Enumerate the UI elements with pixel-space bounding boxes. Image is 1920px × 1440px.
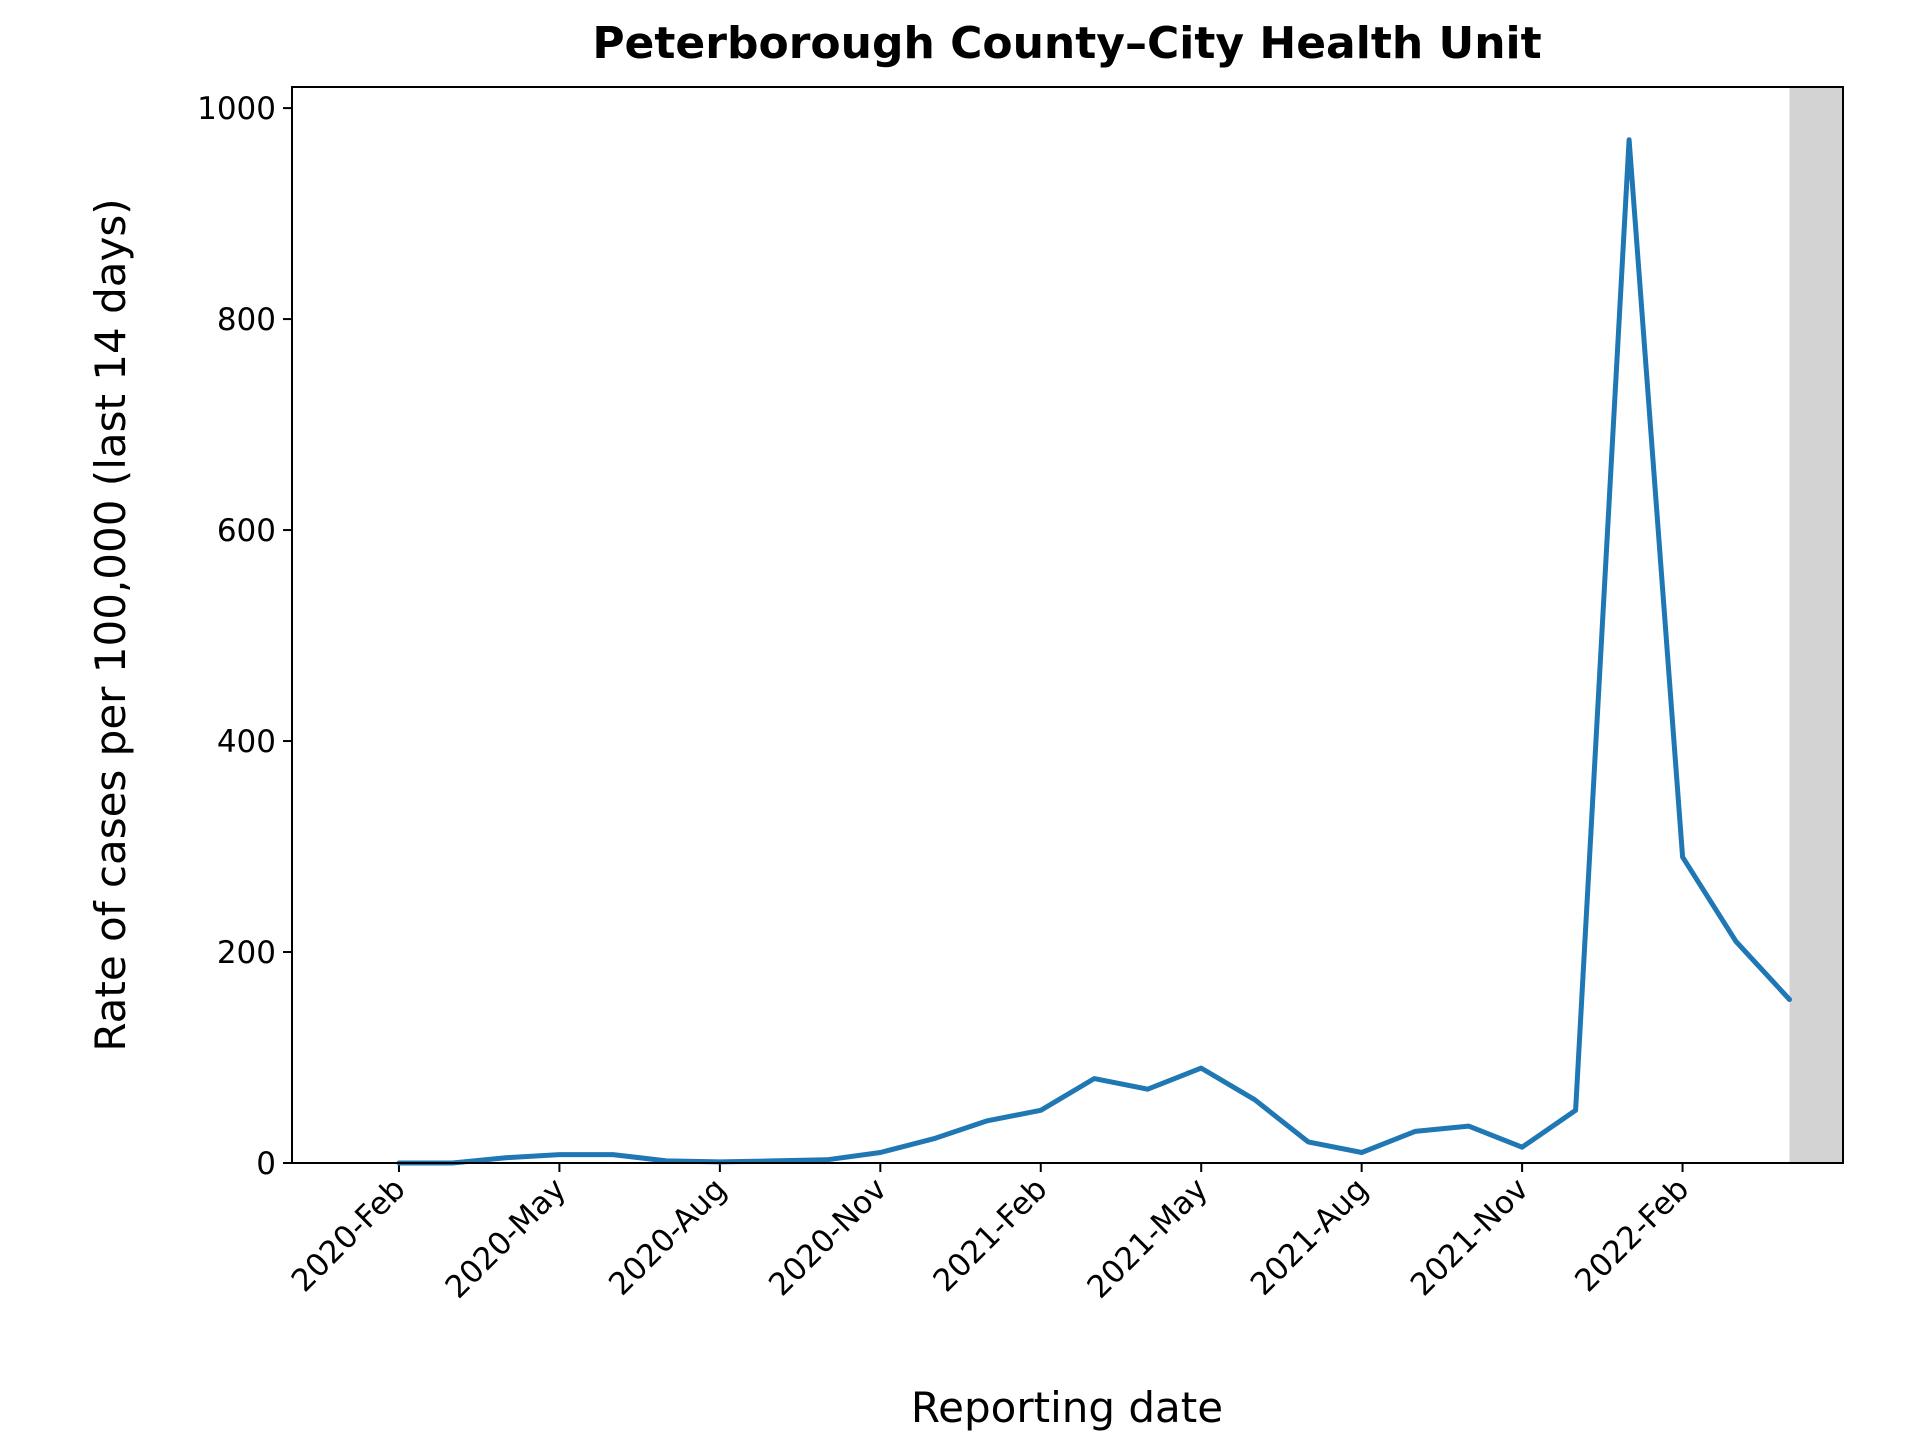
y-tick-label: 1000 — [197, 91, 276, 127]
x-axis-label: Reporting date — [911, 1383, 1223, 1432]
x-tick-label: 2020-Feb — [285, 1171, 413, 1299]
plot-frame — [291, 86, 1844, 1164]
shaded-region — [1789, 87, 1843, 1163]
y-tick-label: 800 — [217, 302, 276, 338]
x-tick-label: 2020-May — [439, 1171, 573, 1305]
y-tick-label: 600 — [217, 513, 276, 549]
y-tick-label: 400 — [217, 724, 276, 760]
y-tick-label: 200 — [217, 935, 276, 971]
y-axis-label: Rate of cases per 100,000 (last 14 days) — [86, 198, 135, 1051]
x-tick-label: 2021-Feb — [926, 1171, 1054, 1299]
data-line — [396, 137, 1792, 1166]
x-tick-label: 2020-Aug — [602, 1171, 733, 1302]
chart-title: Peterborough County–City Health Unit — [592, 18, 1541, 69]
y-tick-label: 0 — [256, 1146, 276, 1182]
x-tick-label: 2021-Aug — [1244, 1171, 1375, 1302]
x-tick-label: 2020-Nov — [762, 1171, 894, 1303]
x-tick-label: 2021-May — [1080, 1171, 1214, 1305]
x-tick-label: 2021-Nov — [1404, 1171, 1536, 1303]
x-tick-label: 2022-Feb — [1568, 1171, 1696, 1299]
